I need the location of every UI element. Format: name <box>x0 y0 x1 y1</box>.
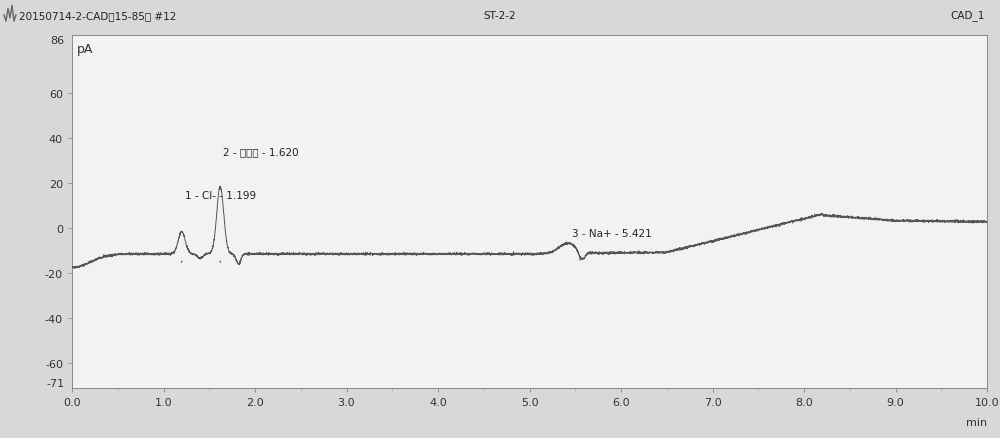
Text: 2 - 葫萄糖 - 1.620: 2 - 葫萄糖 - 1.620 <box>223 147 299 157</box>
Text: -71: -71 <box>47 378 65 388</box>
Text: 20150714-2-CAD（15-85） #12: 20150714-2-CAD（15-85） #12 <box>19 11 176 21</box>
Text: ST-2-2: ST-2-2 <box>484 11 516 21</box>
Text: 1 - Cl- - 1.199: 1 - Cl- - 1.199 <box>185 191 256 201</box>
Text: min: min <box>966 417 987 427</box>
Text: pA: pA <box>77 43 93 56</box>
Text: 3 - Na+ - 5.421: 3 - Na+ - 5.421 <box>572 229 651 239</box>
Text: CAD_1: CAD_1 <box>951 11 985 21</box>
Text: 86: 86 <box>51 36 65 46</box>
